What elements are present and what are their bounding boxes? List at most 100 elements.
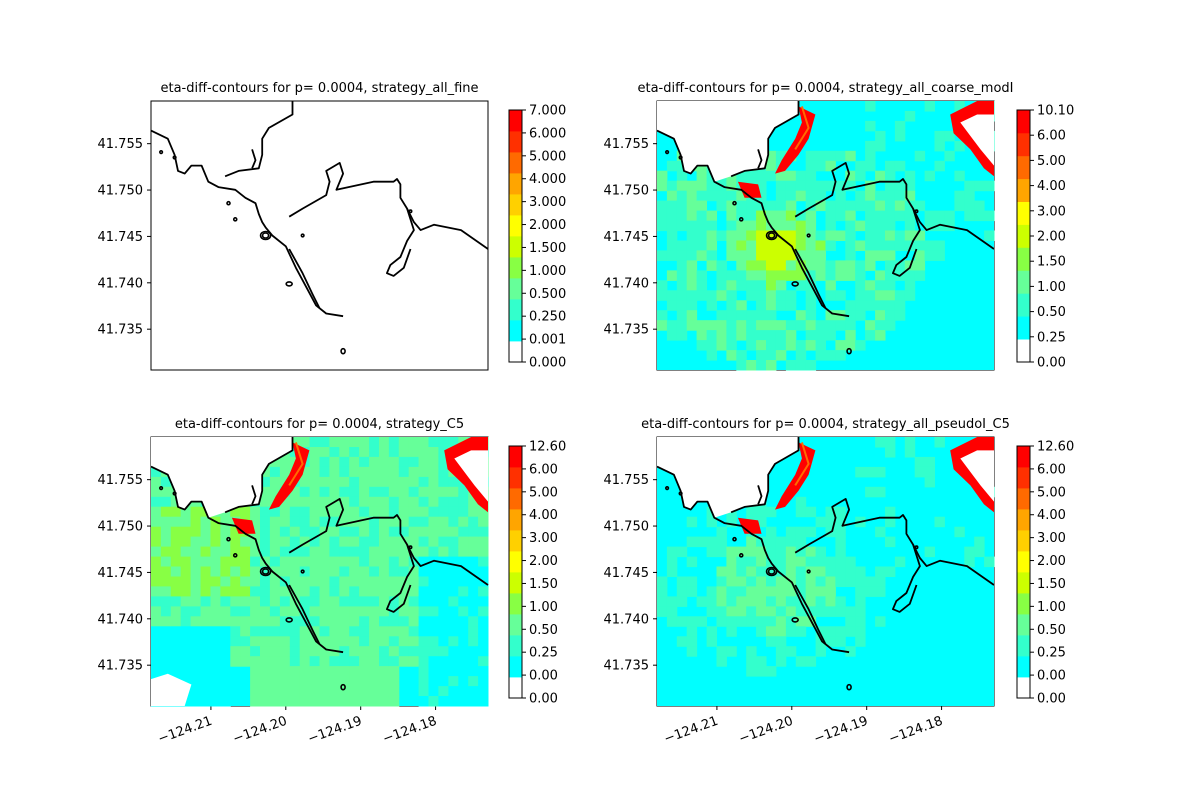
field-cell [379,486,390,498]
island-outline [300,233,305,238]
field-cell [805,546,817,558]
field-cell [458,506,469,518]
field-cell [260,696,271,707]
field-cell [438,576,449,587]
field-cell [160,506,172,518]
field-cell [795,556,807,568]
field-cell [388,656,400,667]
field-cell [805,210,817,222]
field-cell [428,447,439,458]
field-cell [875,280,886,291]
field-cell [388,626,400,637]
field-cell [914,270,926,281]
field-cell [408,586,420,597]
field-cell [299,437,311,448]
colorbar-segment [509,467,522,489]
field-cell [408,506,420,518]
field-cell [329,636,340,647]
field-cell [408,456,420,468]
high-diff-edge [794,106,810,150]
field-cell [825,210,836,222]
colorbar-tick-label: 1.50 [1037,577,1066,592]
field-cell [775,606,787,617]
field-cell [865,101,876,112]
colorbar-segment [1017,270,1030,294]
field-cell [220,636,231,647]
field-cell [359,606,370,617]
field-cell [914,150,926,162]
field-cell [279,466,291,478]
field-cell [250,656,261,667]
field-cell [716,606,727,617]
field-cell [676,260,688,271]
field-cell [379,466,390,478]
field-cell [398,526,410,538]
field-cell [666,556,678,568]
field-cell [170,656,182,667]
field-cell [726,616,737,627]
field-cell [250,516,261,528]
field-cell [359,437,370,448]
colorbar-segment [509,152,522,174]
field-cell [825,200,836,212]
field-cell [398,437,410,448]
coastline-line [892,544,921,613]
colorbar-segment [509,131,522,153]
field-cell [706,290,717,301]
field-cell [309,526,320,538]
field-cell [825,506,836,518]
field-cell [418,476,429,488]
field-cell [260,636,271,647]
field-cell [398,646,410,657]
field-cell [815,160,826,172]
field-cell [269,676,281,687]
field-cell [875,130,886,142]
field-cell [835,546,846,558]
field-cell [696,240,707,251]
field-cell [795,310,807,321]
y-tick-label: 41.740 [98,612,144,627]
field-cell [756,586,767,597]
y-tick-label: 41.740 [98,276,144,291]
field-cell [885,230,896,241]
coastline-line [794,497,995,586]
coastline-line [794,584,827,645]
field-cell [785,340,797,351]
colorbar-tick-label: 0.25 [1037,330,1066,345]
field-cell [418,566,429,577]
colorbar-tick-label: 6.00 [1037,129,1066,144]
field-cell [766,360,777,371]
field-cell [408,636,420,647]
field-cell [408,536,420,548]
field-cell [825,596,836,607]
field-cell [825,350,836,361]
subplot-1: eta-diff-contours for p= 0.0004, strateg… [98,81,489,371]
field-cell [349,466,360,478]
field-cell [359,626,370,637]
field-cell [438,447,449,458]
field-layer-4 [657,437,995,706]
land-region [657,437,799,518]
colorbar-tick-label: 3.00 [1037,531,1066,546]
field-cell [448,526,459,538]
field-cell [269,486,281,498]
field-cell [458,636,469,647]
field-cell [329,626,340,637]
subplot-title: eta-diff-contours for p= 0.0004, strateg… [160,81,478,96]
coastline-layer [150,437,489,691]
field-cell [845,310,856,321]
field-cell [825,310,836,321]
field-cell [180,536,192,548]
field-cell [418,486,429,498]
field-cell [875,576,886,587]
field-cell [339,546,350,558]
field-cell [289,437,301,448]
field-cell [269,466,281,478]
field-cell [339,666,350,677]
colorbar-tick-label: 0.00 [1037,356,1066,371]
field-cell [408,466,420,478]
field-cell [408,646,420,657]
field-cell [398,466,410,478]
field-cell [388,696,400,707]
field-cell [468,656,479,667]
